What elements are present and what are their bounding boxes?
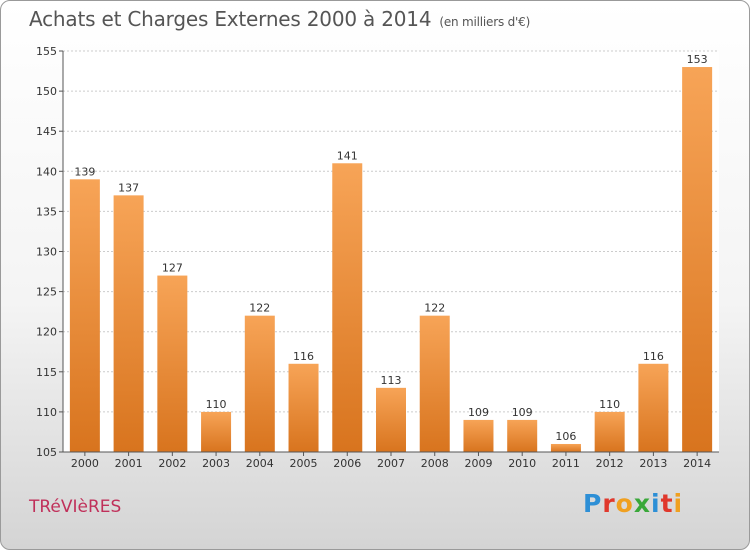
data-label-2009: 109	[468, 406, 489, 419]
y-tick-label: 105	[36, 446, 57, 459]
data-label-2008: 122	[424, 302, 445, 315]
y-tick-label: 140	[36, 165, 57, 178]
x-tick-label-2008: 2008	[421, 457, 449, 470]
logo-letter: o	[615, 489, 634, 518]
x-tick-label-2006: 2006	[333, 457, 361, 470]
data-label-2011: 106	[555, 430, 576, 443]
data-label-2006: 141	[337, 149, 358, 162]
data-label-2007: 113	[381, 374, 402, 387]
logo-letter: r	[602, 489, 616, 518]
y-tick-label: 130	[36, 246, 57, 259]
bars-layer: 139 137 127 110 122 116 141 113 122 109 109 106 110 1…	[69, 53, 713, 453]
bar-2005	[288, 363, 319, 452]
logo-letter: t	[660, 489, 674, 518]
data-label-2005: 116	[293, 350, 314, 363]
bar-2009	[463, 419, 494, 452]
data-label-2003: 110	[206, 398, 227, 411]
bar-2002	[157, 275, 188, 452]
chart-title: Achats et Charges Externes 2000 à 2014 (e…	[29, 7, 530, 31]
y-tick-label: 135	[36, 205, 57, 218]
bar-2004	[244, 315, 275, 452]
x-tick-label-2005: 2005	[290, 457, 318, 470]
axis-layer: 105 110 115 120 125 130 135 140 145 150 155 2000 200…	[36, 45, 719, 470]
data-label-2001: 137	[118, 181, 139, 194]
chart-subtitle: (en milliers d'€)	[439, 15, 531, 29]
data-label-2010: 109	[512, 406, 533, 419]
data-label-2013: 116	[643, 350, 664, 363]
bar-2008	[419, 315, 450, 452]
y-tick-label: 145	[36, 125, 57, 138]
y-tick-label: 125	[36, 286, 57, 299]
logo-letter: i	[673, 489, 684, 518]
data-label-2002: 127	[162, 262, 183, 275]
bar-2007	[376, 387, 406, 452]
bar-2000	[69, 179, 100, 452]
y-tick-label: 150	[36, 85, 57, 98]
y-tick-label: 155	[36, 45, 57, 58]
bar-2013	[638, 363, 669, 452]
x-tick-label-2012: 2012	[596, 457, 624, 470]
x-tick-label-2002: 2002	[158, 457, 186, 470]
x-tick-label-2014: 2014	[683, 457, 711, 470]
bar-2006	[332, 163, 363, 452]
bar-2001	[113, 195, 144, 453]
data-label-2000: 139	[74, 165, 95, 178]
x-tick-label-2000: 2000	[71, 457, 99, 470]
city-name: TRéVIèRES	[29, 497, 122, 517]
data-label-2012: 110	[599, 398, 620, 411]
y-tick-label: 110	[36, 406, 57, 419]
bar-2014	[682, 67, 713, 452]
data-label-2014: 153	[687, 53, 708, 66]
bar-2011	[550, 443, 581, 452]
bar-2010	[507, 419, 538, 452]
data-label-2004: 122	[249, 302, 270, 315]
x-tick-label-2003: 2003	[202, 457, 230, 470]
x-tick-label-2007: 2007	[377, 457, 405, 470]
x-tick-label-2004: 2004	[246, 457, 274, 470]
bar-2012	[594, 411, 625, 452]
chart-title-text: Achats et Charges Externes 2000 à 2014	[29, 7, 432, 31]
proxiti-logo[interactable]: Proxiti	[583, 489, 683, 518]
x-tick-label-2009: 2009	[464, 457, 492, 470]
logo-letter: i	[651, 489, 661, 518]
y-tick-label: 120	[36, 326, 57, 339]
x-tick-label-2001: 2001	[115, 457, 143, 470]
bar-2003	[201, 411, 232, 452]
x-tick-label-2011: 2011	[552, 457, 580, 470]
logo-letter: x	[633, 489, 651, 518]
logo-letter: P	[583, 489, 603, 518]
y-tick-label: 115	[36, 366, 57, 379]
x-tick-label-2013: 2013	[639, 457, 667, 470]
x-tick-label-2010: 2010	[508, 457, 536, 470]
